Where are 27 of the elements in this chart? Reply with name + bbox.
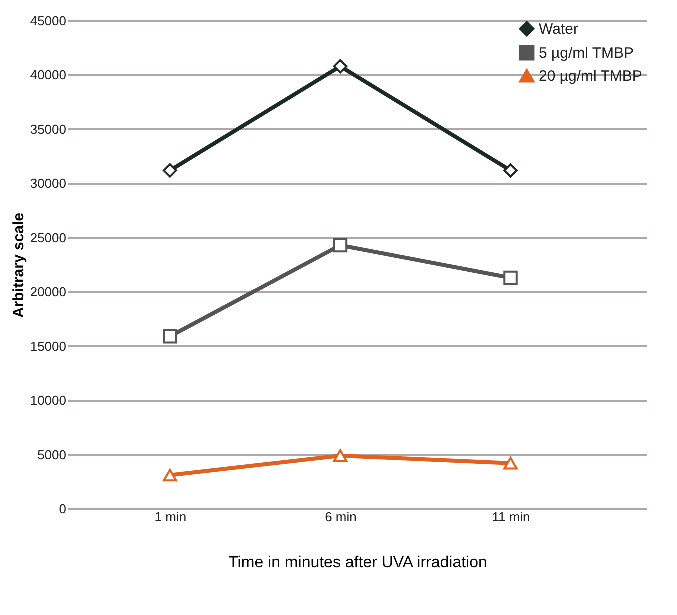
point — [504, 270, 518, 286]
y-tick-label: 5000 — [38, 447, 66, 462]
x-tick-label: 1 min — [154, 510, 187, 524]
y-axis-title: Arbitrary scale — [10, 212, 28, 318]
x-axis-title: Time in minutes after UVA irradiation — [228, 554, 488, 572]
legend-label: 20 µg/ml TMBP — [539, 68, 642, 85]
y-tick-label: 30000 — [30, 176, 66, 192]
point — [333, 450, 348, 462]
legend-label: 5 µg/ml TMBP — [539, 45, 634, 62]
point — [333, 59, 348, 74]
legend-label: Water — [539, 21, 578, 38]
y-tick-label: 10000 — [30, 393, 66, 408]
y-tick-label: 25000 — [30, 230, 66, 246]
x-tick-label: 6 min — [325, 510, 357, 524]
y-tick-label: 20000 — [30, 284, 66, 300]
point — [333, 238, 348, 253]
y-tick-label: 0 — [59, 502, 66, 516]
point — [163, 164, 178, 178]
point — [504, 164, 518, 178]
y-tick-label: 40000 — [30, 68, 66, 83]
y-tick-label: 15000 — [30, 338, 66, 354]
x-tick-label: 11 min — [492, 510, 530, 524]
point — [163, 469, 178, 482]
y-tick-label: 35000 — [30, 122, 66, 137]
point — [163, 329, 178, 344]
y-tick-label: 45000 — [30, 14, 66, 28]
point — [504, 457, 518, 470]
